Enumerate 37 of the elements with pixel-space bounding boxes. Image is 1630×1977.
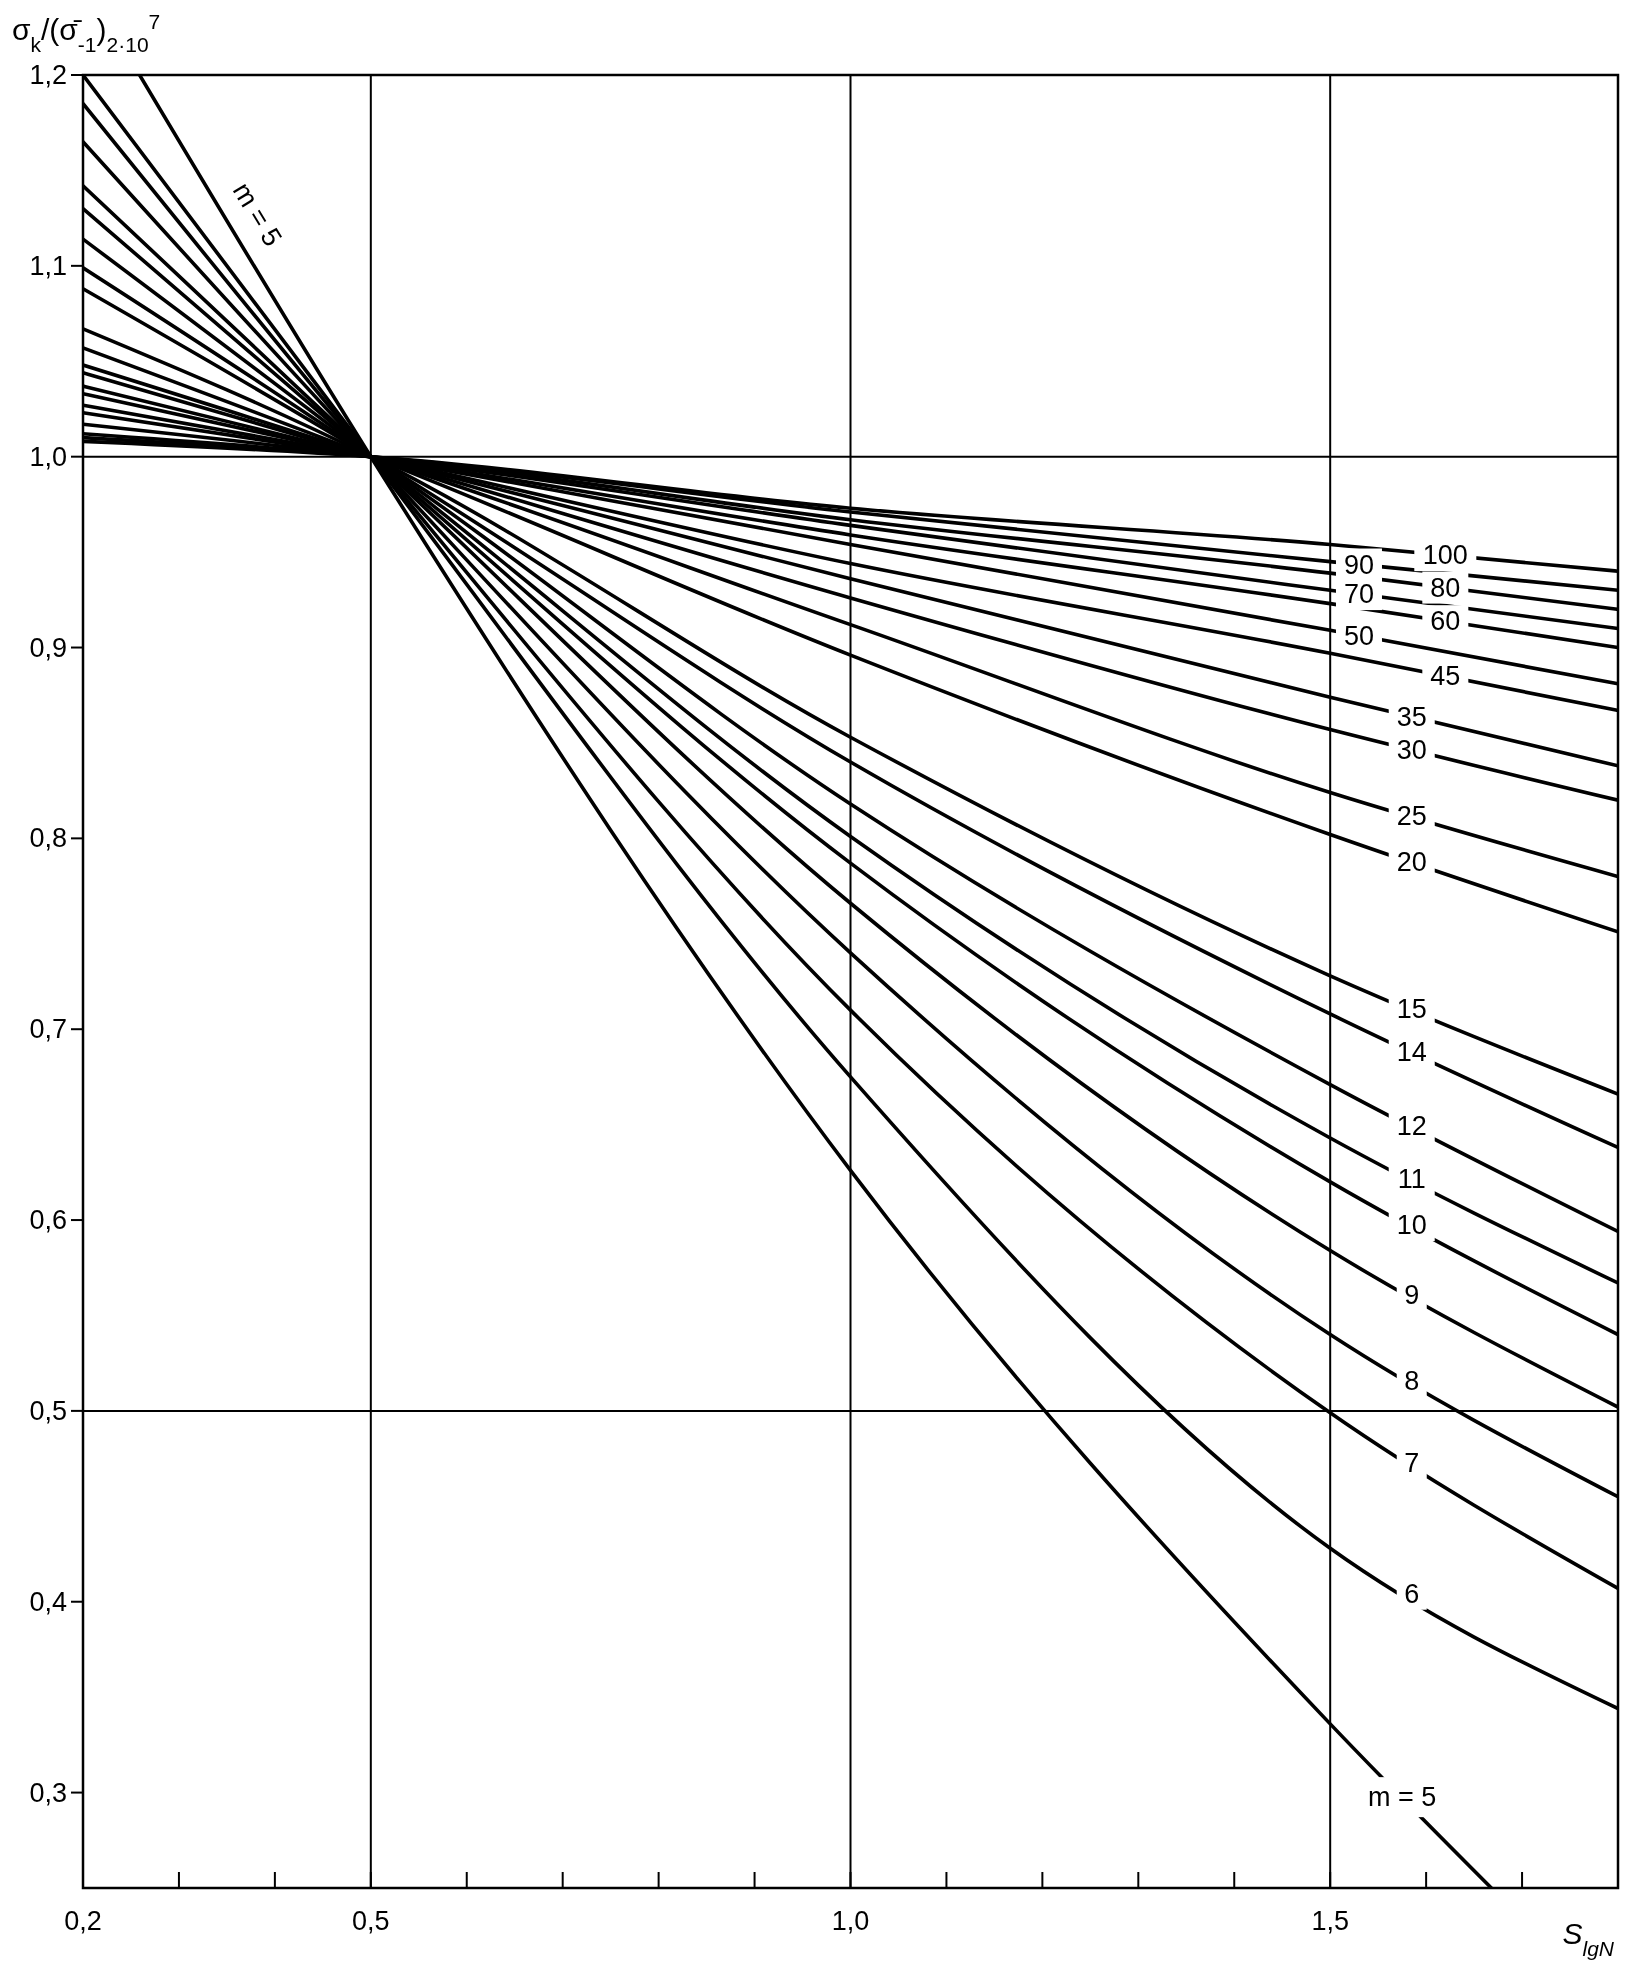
series-label: 7 — [1404, 1447, 1420, 1478]
series-label: 70 — [1343, 579, 1374, 610]
y-tick-label: 1,0 — [29, 441, 67, 472]
series-label: 10 — [1396, 1210, 1427, 1241]
y-tick-label: 1,1 — [29, 250, 67, 281]
series-label: 35 — [1396, 701, 1427, 732]
series-label: 80 — [1430, 572, 1461, 603]
x-axis-title: S$_{lgN}$ — [1562, 1917, 1615, 1960]
series-label: 30 — [1396, 734, 1427, 765]
y-tick-label: 1,2 — [29, 60, 67, 90]
series-label: 15 — [1396, 994, 1427, 1025]
series-label: 50 — [1343, 620, 1374, 651]
series-label: 60 — [1430, 606, 1461, 637]
series-label: 8 — [1404, 1365, 1420, 1396]
series-label: m = 5 — [1368, 1782, 1437, 1813]
series-label: 6 — [1404, 1578, 1420, 1609]
y-tick-label: 0,4 — [29, 1586, 67, 1617]
series-label: 9 — [1404, 1279, 1420, 1310]
x-tick-label: 1,5 — [1311, 1906, 1349, 1936]
y-tick-label: 0,3 — [29, 1777, 67, 1808]
series-label: 12 — [1396, 1111, 1427, 1142]
y-tick-label: 0,8 — [29, 823, 67, 854]
x-tick-label: 0,2 — [64, 1906, 102, 1936]
series-label: 100 — [1422, 540, 1468, 571]
series-label: 11 — [1397, 1164, 1426, 1195]
series-label: 14 — [1396, 1036, 1427, 1067]
y-tick-label: 0,9 — [29, 632, 67, 663]
y-tick-label: 0,5 — [29, 1395, 67, 1426]
series-label: 20 — [1396, 847, 1427, 878]
series-label: 45 — [1430, 661, 1461, 692]
x-tick-label: 1,0 — [831, 1906, 870, 1936]
series-label: 90 — [1343, 549, 1374, 580]
y-tick-label: 0,7 — [29, 1014, 67, 1045]
y-tick-label: 0,6 — [29, 1205, 67, 1236]
text: m = 5 — [226, 177, 288, 252]
x-tick-label: 0,5 — [352, 1906, 390, 1936]
series-label: 25 — [1396, 801, 1427, 832]
